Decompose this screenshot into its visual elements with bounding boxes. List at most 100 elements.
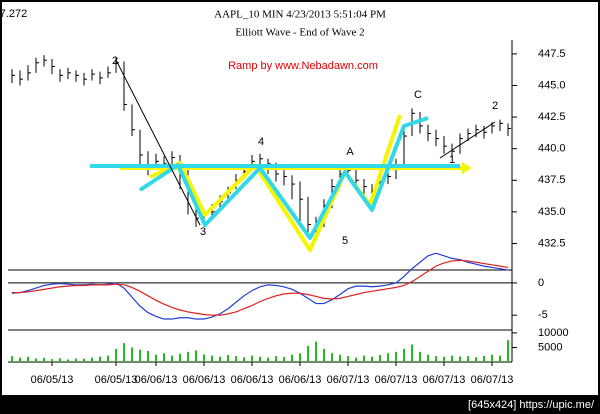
volume-bar xyxy=(355,357,357,362)
volume-bar xyxy=(235,356,237,362)
volume-bar xyxy=(219,356,221,362)
wave-label: 2 xyxy=(112,55,118,67)
y-tick-label: 440.0 xyxy=(538,143,566,155)
y-tick-label: 10000 xyxy=(538,327,569,339)
volume-bar xyxy=(395,351,397,362)
wave-label: 2 xyxy=(492,100,498,112)
wave-label: A xyxy=(346,146,354,158)
volume-bar xyxy=(483,355,485,362)
arrowhead xyxy=(462,162,472,174)
volume-bar xyxy=(403,348,405,362)
y-tick-label: 5000 xyxy=(538,341,562,353)
wave-line xyxy=(439,121,496,159)
readout: -7.272 xyxy=(0,8,27,20)
volume-bar xyxy=(107,355,109,362)
volume-bar xyxy=(251,355,253,362)
watermark: [645x424] https://upic.me/ xyxy=(468,399,595,411)
wave-label: 4 xyxy=(258,136,264,148)
volume-bar xyxy=(35,358,37,362)
volume-bar xyxy=(323,348,325,362)
x-tick-label: 06/05/13 xyxy=(31,374,74,386)
x-tick-label: 06/06/13 xyxy=(135,374,178,386)
wave-label: 1 xyxy=(449,154,455,166)
volume-bar xyxy=(171,355,173,362)
volume-bar xyxy=(27,356,29,362)
volume-bar xyxy=(43,357,45,362)
volume-bar xyxy=(227,355,229,362)
volume-bar xyxy=(139,349,141,362)
y-tick-label: 442.5 xyxy=(538,111,566,123)
x-tick-label: 06/06/13 xyxy=(279,374,322,386)
volume-bar xyxy=(331,353,333,362)
x-tick-label: 06/07/13 xyxy=(471,374,514,386)
volume-bar xyxy=(411,344,413,362)
volume-bar xyxy=(387,353,389,362)
wave-overlay xyxy=(90,59,496,252)
volume-bar xyxy=(147,350,149,362)
chart-title: AAPL_10 MIN 4/23/2013 5:51:04 PM xyxy=(214,9,386,21)
volume-bar xyxy=(115,348,117,362)
volume-bar xyxy=(67,359,69,362)
volume-bar xyxy=(363,355,365,362)
volume-bar xyxy=(59,358,61,362)
volume-bar xyxy=(427,354,429,362)
volume-bar xyxy=(155,354,157,362)
x-tick-label: 06/07/13 xyxy=(423,374,466,386)
volume-bar xyxy=(491,354,493,362)
x-tick-label: 06/07/13 xyxy=(375,374,418,386)
volume-bar xyxy=(507,340,509,362)
x-tick-label: 06/05/13 xyxy=(95,374,138,386)
volume-bar xyxy=(19,357,21,362)
credit: Ramp by www.Nebadawn.com xyxy=(228,60,378,72)
volume-bar xyxy=(75,358,77,362)
volume-bar xyxy=(163,353,165,362)
volume-bar xyxy=(299,353,301,362)
volume-bar xyxy=(11,356,13,362)
volume-bar xyxy=(315,341,317,362)
volume-bar xyxy=(51,359,53,362)
volume-bar xyxy=(459,356,461,362)
volume-bar xyxy=(243,357,245,362)
volume-bar xyxy=(419,351,421,362)
volume-bar xyxy=(123,343,125,362)
wave-label: C xyxy=(414,89,422,101)
volume-bar xyxy=(347,356,349,362)
volume-bar xyxy=(435,356,437,362)
volume-bar xyxy=(131,347,133,362)
volume-bar xyxy=(291,354,293,362)
volume-bar xyxy=(371,356,373,362)
volume-bar xyxy=(203,354,205,362)
x-tick-label: 06/06/13 xyxy=(231,374,274,386)
volume-bar xyxy=(99,356,101,362)
y-tick-label: 437.5 xyxy=(538,174,566,186)
volume-bar xyxy=(379,355,381,362)
volume-bar xyxy=(339,354,341,362)
volume-bar xyxy=(275,356,277,362)
volume-bar xyxy=(499,355,501,362)
volume-bar xyxy=(467,356,469,362)
macd-line xyxy=(12,259,509,316)
y-tick-label: -5 xyxy=(538,309,548,321)
x-tick-label: 06/06/13 xyxy=(183,374,226,386)
wave-line xyxy=(138,116,429,240)
y-tick-label: 445.0 xyxy=(538,79,566,91)
y-tick-label: 447.5 xyxy=(538,48,566,60)
volume-bar xyxy=(443,356,445,362)
y-tick-label: 0 xyxy=(538,277,544,289)
volume-bar xyxy=(83,358,85,362)
wave-label: 5 xyxy=(342,235,348,247)
volume-bar xyxy=(267,357,269,362)
volume-bar xyxy=(451,355,453,362)
volume-bar xyxy=(179,353,181,362)
volume-bar xyxy=(211,355,213,362)
volume-bar xyxy=(91,357,93,362)
y-tick-label: 435.0 xyxy=(538,206,566,218)
volume-bar xyxy=(283,357,285,362)
wave-label: 3 xyxy=(200,226,206,238)
volume-bar xyxy=(259,356,261,362)
wave-line xyxy=(115,59,201,226)
chart-subtitle: Elliott Wave - End of Wave 2 xyxy=(235,27,364,39)
volume-bar xyxy=(307,346,309,362)
